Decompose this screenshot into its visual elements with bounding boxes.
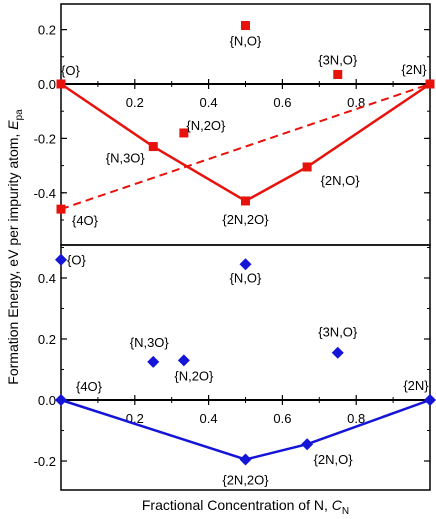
point-label: {N,O} [230, 270, 262, 285]
x-tick-label: 0.4 [200, 95, 218, 110]
data-point [55, 394, 67, 406]
y-tick-label: 0.0 [38, 393, 56, 408]
point-label: {N,3O} [106, 151, 146, 166]
point-label: {3N,O} [318, 52, 358, 67]
x-tick-label: 0.2 [126, 95, 144, 110]
data-point [239, 453, 252, 466]
point-label: {2N} [401, 62, 427, 77]
data-point [302, 162, 312, 172]
x-tick-label: 0.4 [200, 411, 218, 426]
x-tick-label: 0.8 [347, 411, 365, 426]
data-point [241, 21, 250, 31]
data-point [241, 196, 250, 206]
point-label: {2N,2O} [222, 212, 269, 227]
data-point [55, 253, 67, 266]
point-label: {2N,2O} [222, 472, 269, 487]
y-tick-label: -0.2 [34, 131, 56, 146]
data-point [333, 69, 343, 79]
y-tick-label: -0.4 [34, 186, 56, 201]
data-point [239, 258, 252, 271]
bottom-panel: 0.2 0.4 0.6 0.80.40.20.0-0.2{O}{N,O}{N,3O}{… [34, 244, 436, 491]
dashed-reference-line [60, 83, 431, 211]
point-label: {2N} [403, 378, 429, 393]
point-label: {3N,O} [318, 325, 358, 340]
y-tick-label: 0.4 [38, 271, 56, 286]
data-point [425, 79, 435, 89]
y-axis-label: Formation Energy, eV per impurity atom, … [5, 109, 25, 385]
x-tick-label: 0.8 [347, 95, 365, 110]
point-label: {O} [67, 253, 86, 268]
data-point [56, 79, 66, 89]
data-point [56, 204, 66, 214]
point-label: {N,2O} [186, 118, 226, 133]
x-axis-label: Fractional Concentration of N, CN [142, 497, 349, 517]
data-point [177, 354, 190, 367]
data-point [424, 394, 436, 406]
point-label: {O} [61, 63, 80, 78]
data-point [301, 438, 314, 451]
point-label: {4O} [76, 379, 103, 394]
point-label: {4O} [72, 213, 99, 228]
data-point [179, 128, 189, 138]
plot-frame [60, 244, 431, 491]
x-tick-label: 0.6 [273, 411, 291, 426]
y-tick-label: 0.2 [38, 23, 56, 38]
top-panel: 0.2 0.4 0.6 0.8 0.2 0.0 -0.2 -0.4 {O} {N,O} {3N,O}… [34, 3, 435, 246]
data-point [147, 355, 160, 368]
point-label: {N,2O} [174, 368, 214, 383]
data-point [148, 142, 158, 152]
x-tick-label: 0.6 [273, 95, 291, 110]
point-label: {N,3O} [130, 335, 170, 350]
point-label: {2N,O} [314, 452, 354, 467]
y-tick-label: 0.0 [38, 77, 56, 92]
point-label: {2N,O} [321, 173, 361, 188]
data-point [331, 346, 344, 359]
point-label: {N,O} [230, 34, 262, 49]
convex-hull-line [60, 398, 431, 461]
y-tick-label: -0.2 [34, 454, 56, 469]
convex-hull-line [60, 82, 431, 203]
y-tick-label: 0.2 [38, 332, 56, 347]
